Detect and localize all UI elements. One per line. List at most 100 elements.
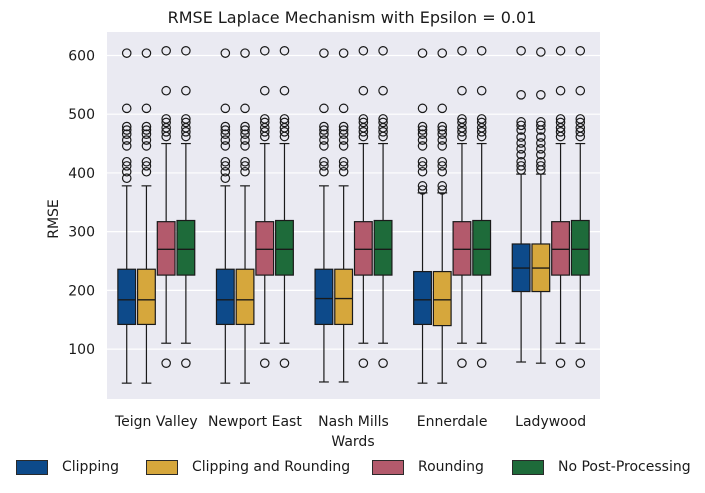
- outlier-point: [575, 358, 586, 368]
- plot-area: [107, 32, 600, 399]
- box: [353, 45, 373, 368]
- outlier-point: [319, 161, 329, 171]
- outlier-point: [476, 45, 487, 56]
- outlier-point: [181, 85, 191, 96]
- outlier-point: [437, 125, 448, 135]
- outlier-point: [338, 103, 349, 114]
- outlier-point: [555, 117, 566, 128]
- box-iqr: [353, 221, 373, 276]
- outlier-point: [338, 48, 349, 58]
- outlier-point: [121, 103, 132, 114]
- outlier-point: [437, 48, 448, 58]
- outlier-point: [279, 127, 290, 137]
- box: [235, 48, 255, 384]
- box: [275, 45, 294, 368]
- outlier-point: [338, 121, 349, 132]
- box-iqr: [176, 219, 196, 276]
- box-iqr: [235, 268, 255, 326]
- outlier-point: [476, 358, 487, 368]
- outlier-point: [536, 132, 546, 142]
- legend-item: No Post-Processing: [512, 459, 691, 475]
- outlier-point: [319, 48, 329, 58]
- outlier-point: [417, 125, 428, 135]
- outlier-point: [240, 129, 250, 139]
- outlier-point: [220, 121, 231, 132]
- outlier-point: [121, 135, 132, 145]
- outlier-point: [378, 358, 388, 368]
- legend-label: Rounding: [418, 459, 484, 475]
- outlier-point: [417, 185, 428, 195]
- outlier-point: [555, 127, 566, 137]
- outlier-point: [121, 121, 132, 132]
- outlier-point: [220, 129, 231, 139]
- box-iqr: [373, 219, 393, 276]
- legend-label: Clipping: [62, 459, 119, 475]
- outlier-point: [417, 103, 428, 114]
- outlier-point: [338, 166, 349, 177]
- outlier-point: [141, 135, 152, 145]
- outlier-point: [279, 358, 290, 368]
- box-iqr: [255, 221, 275, 276]
- y-tick-label: 400: [68, 166, 95, 182]
- outlier-point: [220, 166, 231, 177]
- outlier-point: [358, 114, 369, 124]
- outlier-point: [417, 129, 428, 139]
- box-iqr: [452, 221, 472, 276]
- box: [334, 48, 354, 383]
- legend-swatch: [146, 459, 178, 475]
- outlier-point: [121, 166, 132, 177]
- outlier-point: [536, 149, 546, 160]
- y-tick-label: 100: [68, 342, 95, 358]
- outlier-point: [220, 161, 231, 171]
- x-tick-label: Ladywood: [515, 414, 586, 430]
- outlier-point: [536, 144, 546, 154]
- outlier-point: [437, 166, 448, 177]
- outlier-point: [417, 156, 428, 167]
- box: [511, 45, 531, 363]
- outlier-point: [358, 45, 369, 56]
- outlier-point: [417, 181, 428, 191]
- box-iqr: [215, 268, 235, 326]
- outlier-point: [358, 358, 369, 368]
- outlier-point: [417, 166, 428, 177]
- outlier-point: [279, 45, 290, 56]
- outlier-point: [437, 181, 448, 191]
- outlier-point: [516, 120, 526, 131]
- x-tick-label: Newport East: [208, 414, 302, 430]
- outlier-point: [457, 127, 467, 137]
- outlier-point: [476, 114, 487, 124]
- box-iqr: [472, 219, 492, 276]
- outlier-point: [575, 85, 586, 96]
- outlier-point: [161, 45, 171, 56]
- outlier-point: [279, 85, 290, 96]
- outlier-point: [240, 48, 250, 58]
- outlier-point: [417, 161, 428, 171]
- outlier-point: [516, 149, 526, 160]
- outlier-point: [141, 121, 152, 132]
- outlier-point: [121, 141, 132, 151]
- outlier-point: [319, 141, 329, 151]
- box-iqr: [136, 268, 156, 326]
- outlier-point: [319, 129, 329, 139]
- outlier-point: [437, 141, 448, 151]
- outlier-point: [240, 141, 250, 151]
- outlier-point: [319, 156, 329, 167]
- outlier-point: [161, 114, 171, 124]
- outlier-point: [536, 117, 546, 127]
- outlier-point: [259, 85, 270, 96]
- box: [452, 45, 472, 368]
- outlier-point: [338, 161, 349, 171]
- x-tick-label: Nash Mills: [318, 414, 389, 430]
- x-axis-ticks: Teign Valley Newport East Nash Mills Ennerd…: [114, 414, 586, 430]
- outlier-point: [555, 114, 566, 124]
- outlier-point: [516, 45, 526, 56]
- outlier-point: [240, 103, 250, 114]
- outlier-point: [161, 117, 171, 128]
- outlier-point: [457, 358, 467, 368]
- outlier-point: [319, 125, 329, 135]
- outlier-point: [240, 125, 250, 135]
- outlier-point: [220, 173, 231, 184]
- x-tick-label: Ennerdale: [417, 414, 488, 430]
- box: [373, 45, 393, 368]
- outlier-point: [575, 117, 586, 128]
